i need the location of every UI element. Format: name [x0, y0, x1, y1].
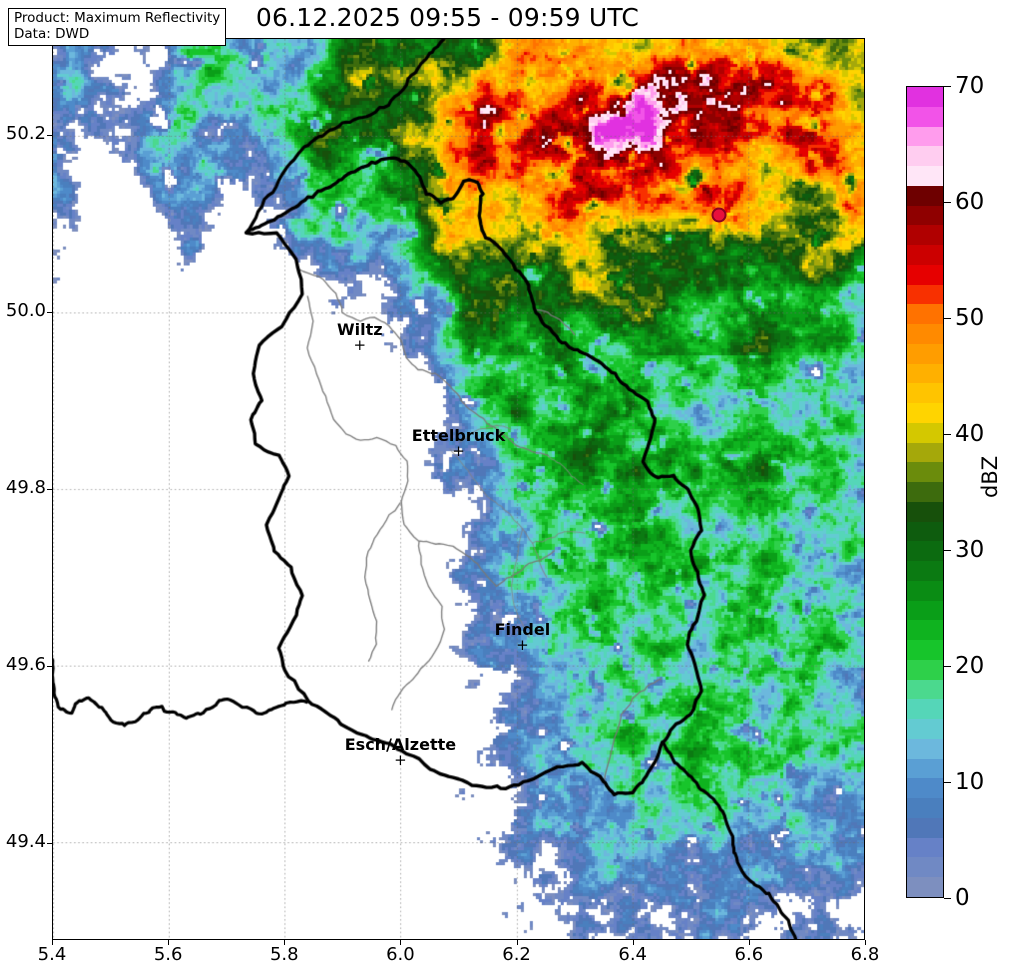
colorbar-segment: [907, 284, 943, 305]
radar-site-marker[interactable]: [711, 207, 727, 223]
y-axis-tick: [47, 665, 52, 667]
colorbar-segment: [907, 837, 943, 858]
colorbar-segment: [907, 778, 943, 798]
colorbar-tick-label: 10: [955, 769, 985, 795]
colorbar-tick-label: 0: [955, 885, 970, 911]
x-axis-tick: [632, 940, 634, 945]
colorbar-segment: [907, 758, 943, 779]
colorbar-segment: [907, 225, 943, 245]
colorbar-tick-label: 60: [955, 189, 985, 215]
x-axis-tick-label: 5.8: [269, 944, 299, 965]
colorbar-tick: [944, 898, 951, 900]
colorbar-segment: [907, 699, 943, 719]
x-axis-tick-label: 6.2: [502, 944, 531, 965]
colorbar-segment: [907, 245, 943, 265]
colorbar-segment: [907, 561, 943, 581]
colorbar-segment: [907, 600, 943, 621]
radar-map-plot[interactable]: [52, 38, 865, 940]
colorbar-tick: [944, 782, 951, 784]
x-axis-tick-label: 5.4: [37, 944, 67, 965]
y-axis-tick: [47, 489, 52, 490]
colorbar-tick-label: 50: [955, 305, 985, 331]
x-axis-tick-label: 6.6: [734, 944, 764, 965]
x-axis-tick: [284, 940, 286, 945]
city-label-ettelbruck: Ettelbruck +: [411, 425, 506, 460]
city-label-esch-alzette: Esch/Alzette +: [344, 735, 457, 770]
colorbar-segment: [907, 738, 943, 759]
colorbar-title: dBZ: [978, 455, 1002, 498]
colorbar-segment: [907, 501, 943, 522]
colorbar-segment: [907, 857, 943, 877]
data-source-label: Data: DWD: [14, 25, 90, 42]
product-info-box: Product: Maximum Reflectivity Data: DWD: [8, 8, 227, 47]
colorbar-segment: [907, 343, 943, 364]
x-axis-tick: [865, 940, 866, 945]
city-name: Ettelbruck: [411, 425, 506, 445]
y-axis-tick: [47, 842, 52, 844]
colorbar-segment: [907, 185, 943, 206]
colorbar-tick-label: 40: [955, 421, 985, 447]
x-axis-tick-label: 6.4: [618, 944, 648, 965]
colorbar-segment: [907, 264, 943, 285]
colorbar-segment: [907, 363, 943, 384]
colorbar-segment: [907, 304, 943, 324]
colorbar-segment: [907, 205, 943, 226]
city-name: Esch/Alzette: [344, 735, 457, 755]
colorbar-segment: [907, 640, 943, 660]
colorbar-segment: [907, 719, 943, 739]
colorbar-segment: [907, 126, 943, 147]
colorbar-segment: [907, 403, 943, 423]
colorbar-segment: [907, 541, 943, 561]
y-axis-tick: [47, 135, 52, 137]
map-borders-layer: [53, 39, 864, 939]
colorbar-segment: [907, 422, 943, 443]
x-axis-tick: [748, 940, 750, 945]
city-marker-icon: +: [516, 636, 529, 655]
colorbar-tick-label: 70: [955, 73, 985, 99]
colorbar-segment: [907, 877, 943, 897]
page-title: 06.12.2025 09:55 - 09:59 UTC: [255, 3, 640, 32]
colorbar-segment: [907, 482, 943, 502]
x-axis-tick: [400, 940, 402, 945]
city-name: Findel: [494, 620, 551, 640]
colorbar-segment: [907, 679, 943, 700]
colorbar[interactable]: [906, 86, 944, 898]
colorbar-segment: [907, 166, 943, 186]
colorbar-segment: [907, 620, 943, 640]
colorbar-tick: [944, 86, 951, 88]
x-axis-tick-label: 6.8: [850, 944, 880, 965]
colorbar-segment: [907, 442, 943, 463]
colorbar-segment: [907, 798, 943, 818]
x-axis-tick-label: 5.6: [153, 944, 183, 965]
colorbar-segment: [907, 659, 943, 680]
x-axis-tick: [52, 940, 53, 945]
colorbar-segment: [907, 521, 943, 542]
colorbar-segment: [907, 87, 943, 107]
colorbar-tick: [944, 666, 951, 668]
colorbar-segment: [907, 580, 943, 601]
colorbar-tick: [944, 434, 951, 436]
city-label-wiltz: Wiltz +: [336, 319, 383, 354]
colorbar-segment: [907, 146, 943, 166]
city-marker-icon: +: [394, 751, 407, 770]
colorbar-tick-label: 30: [955, 537, 985, 563]
colorbar-tick: [944, 202, 951, 204]
colorbar-segment: [907, 462, 943, 482]
x-axis-tick: [168, 940, 170, 945]
city-marker-icon: +: [353, 335, 367, 354]
colorbar-tick: [944, 550, 951, 552]
colorbar-segment: [907, 324, 943, 344]
colorbar-segment: [907, 383, 943, 403]
x-axis-tick-label: 6.0: [386, 944, 415, 965]
colorbar-tick-label: 20: [955, 653, 985, 679]
city-marker-icon: +: [452, 441, 465, 460]
x-axis-tick: [516, 940, 518, 945]
colorbar-segment: [907, 817, 943, 838]
colorbar-segment: [907, 106, 943, 127]
product-label: Product: Maximum Reflectivity: [14, 10, 221, 26]
y-axis-tick: [47, 312, 52, 314]
city-name: Wiltz: [336, 319, 383, 339]
city-label-findel: Findel +: [494, 620, 551, 655]
colorbar-tick: [944, 318, 951, 320]
